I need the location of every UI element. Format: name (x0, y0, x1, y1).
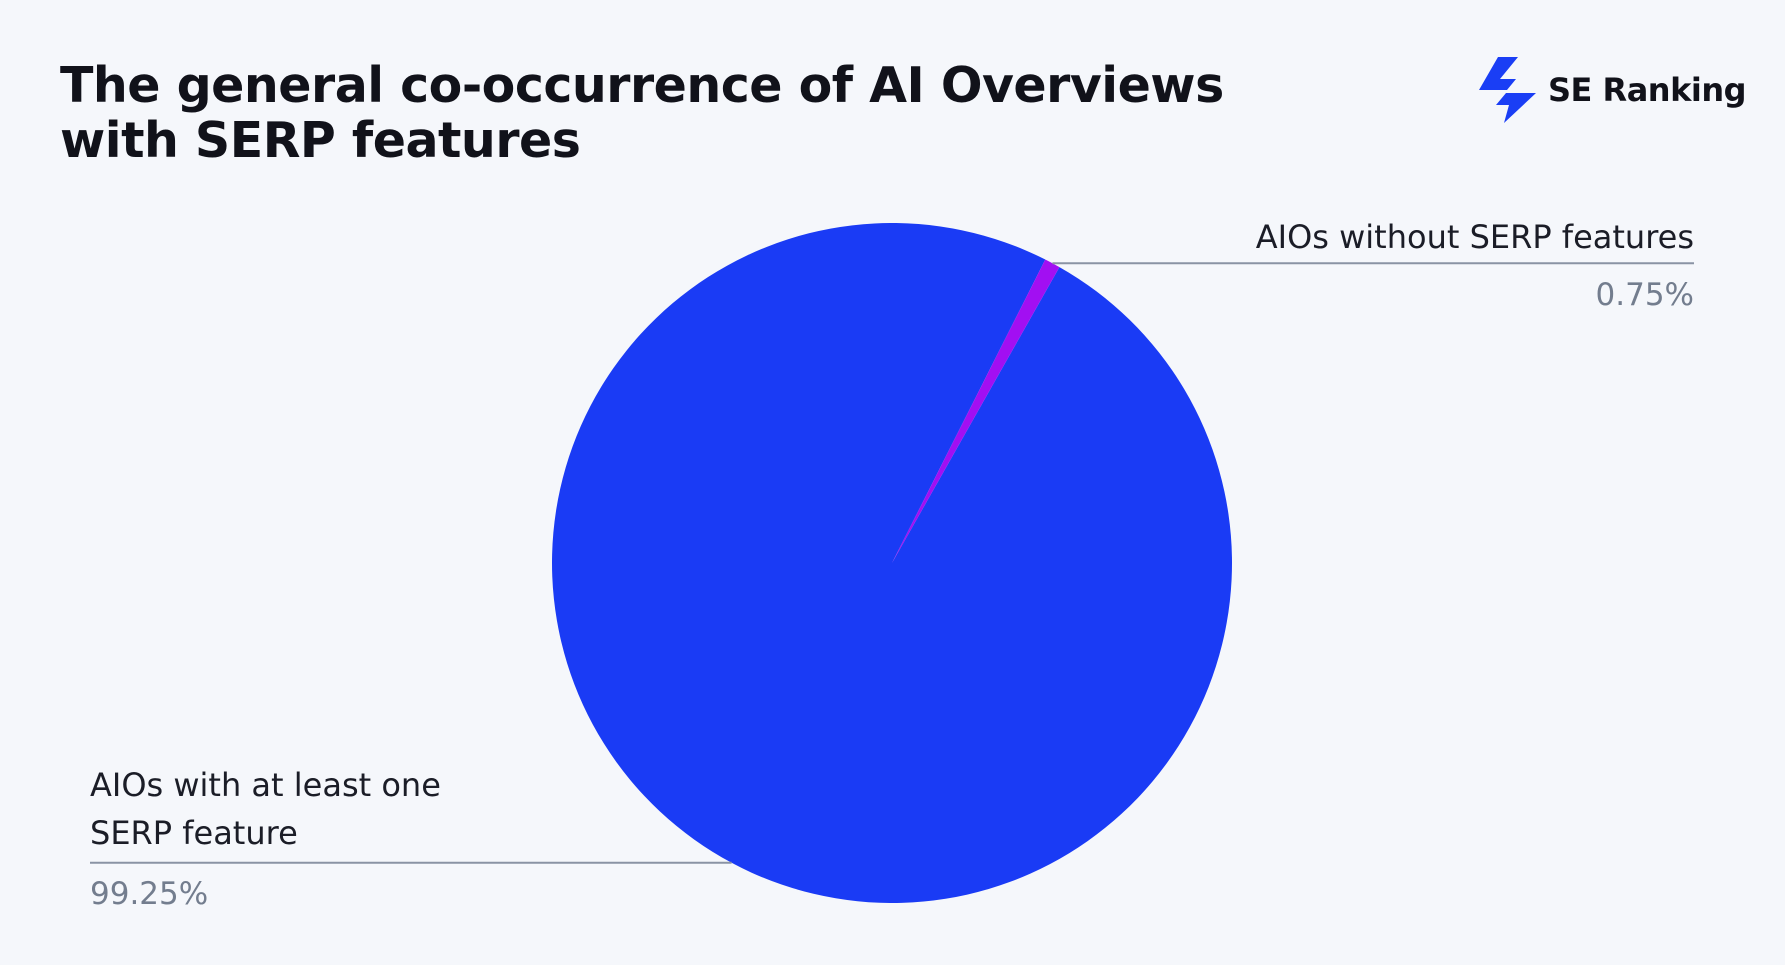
se-ranking-lightning-logo-icon (1479, 57, 1536, 123)
leader-lines-group (90, 262, 1694, 864)
slice-value-without-serp: 0.75% (1595, 277, 1694, 314)
pie-slice-with-serp (552, 223, 1233, 904)
pie-slices-group (552, 223, 1233, 904)
pie-slice-without-serp (892, 259, 1060, 563)
chart-title-line-1: The general co-occurrence of AI Overview… (60, 57, 1224, 114)
slice-label-with-serp: AIOs with at least one SERP feature (90, 765, 441, 852)
brand-logo: SE Ranking (1476, 57, 1747, 123)
slice-value-with-serp: 99.25% (90, 875, 209, 912)
chart-title-line-2: with SERP features (60, 112, 581, 169)
brand-name: SE Ranking (1548, 71, 1747, 109)
slice-label-without-serp: AIOs without SERP features (1255, 218, 1694, 257)
chart-title: The general co-occurrence of AI Overview… (60, 58, 1260, 168)
